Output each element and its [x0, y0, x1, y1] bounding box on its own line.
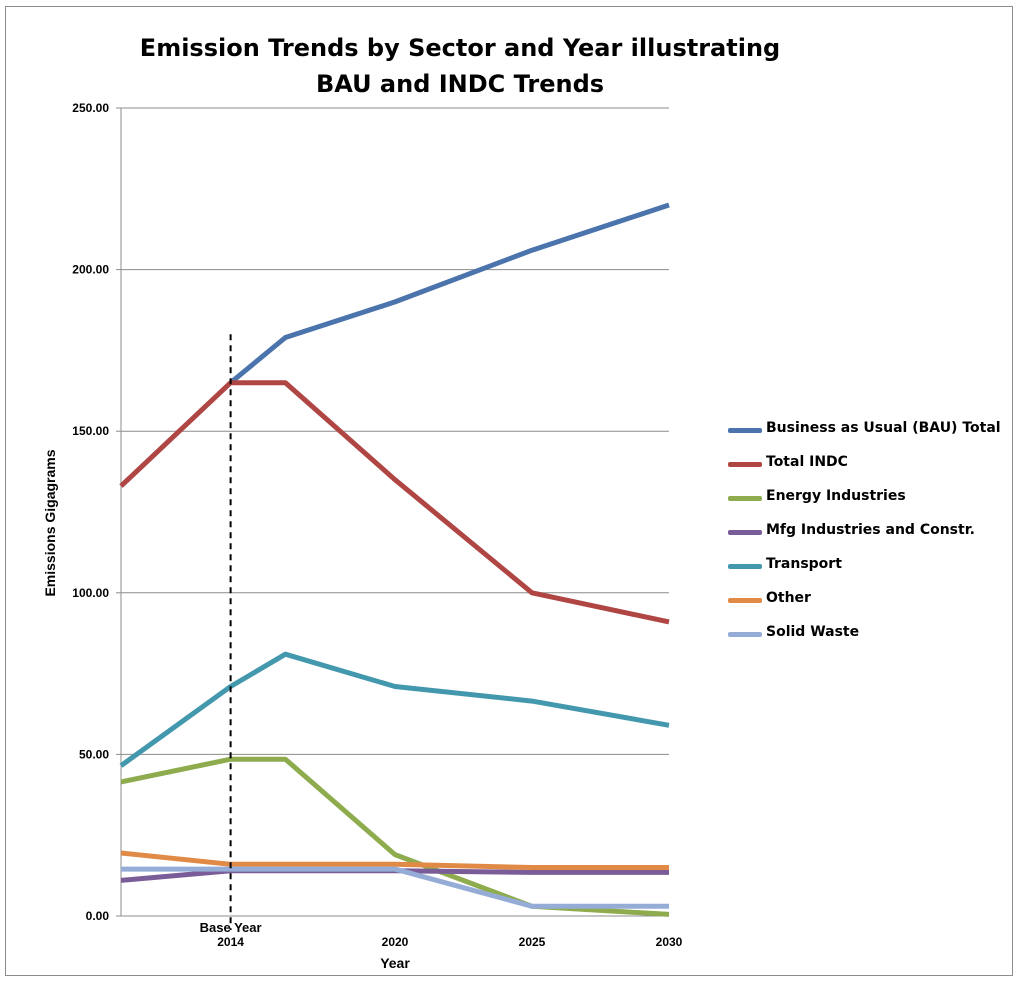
series-lines	[119, 202, 670, 917]
series-line-business-as-usual-bau-total	[229, 202, 670, 385]
series-line-solid-waste	[121, 866, 669, 909]
axes	[116, 107, 669, 917]
y-tick-label: 50.00	[79, 747, 109, 761]
y-tick-label: 200.00	[72, 263, 109, 277]
chart-title-line-1: Emission Trends by Sector and Year illus…	[139, 34, 781, 62]
y-tick-label: 150.00	[72, 424, 109, 438]
gridlines	[121, 107, 669, 755]
legend-swatch	[728, 530, 762, 535]
y-tick-labels: 0.00 50.00 100.00 150.00 200.00 250.00	[72, 101, 109, 923]
legend-swatch	[728, 496, 762, 501]
legend-label: Total INDC	[766, 454, 848, 470]
x-tick-label: 2020	[382, 935, 409, 949]
series-line-energy-industries	[120, 756, 670, 917]
y-tick-label: 250.00	[72, 101, 109, 115]
legend-swatch	[728, 462, 762, 467]
x-tick-label: 2030	[656, 935, 683, 949]
legend-label: Transport	[766, 556, 842, 572]
legend-swatch	[728, 632, 762, 637]
x-tick-label: 2014	[217, 935, 244, 949]
legend-label: Business as Usual (BAU) Total	[766, 420, 1001, 436]
base-year-label: Base Year	[200, 920, 262, 935]
legend-label: Mfg Industries and Constr.	[766, 522, 975, 538]
legend-label: Solid Waste	[766, 624, 860, 640]
annotations: Base Year	[200, 334, 262, 935]
x-tick-label: 2025	[519, 935, 546, 949]
series-line-other	[120, 850, 669, 870]
y-tick-label: 100.00	[72, 586, 109, 600]
series-line-mfg-industries-and-constr	[120, 868, 669, 883]
x-axis-label: Year	[380, 955, 410, 971]
chart-title: Emission Trends by Sector and Year illus…	[0, 30, 920, 102]
legend-swatch	[728, 598, 762, 603]
legend-label: Other	[766, 590, 811, 606]
x-tick-labels: 2014 2020 2025 2030	[217, 935, 682, 949]
series-line-total-indc	[119, 380, 670, 625]
chart-frame	[5, 6, 1013, 976]
legend-label: Energy Industries	[766, 488, 906, 504]
y-axis-label: Emissions Gigagrams	[42, 449, 58, 596]
chart-title-line-2: BAU and INDC Trends	[315, 70, 605, 98]
legend-swatch	[728, 428, 762, 433]
y-tick-label: 0.00	[86, 909, 110, 923]
legend-swatch	[728, 564, 762, 569]
series-line-transport	[119, 651, 670, 768]
